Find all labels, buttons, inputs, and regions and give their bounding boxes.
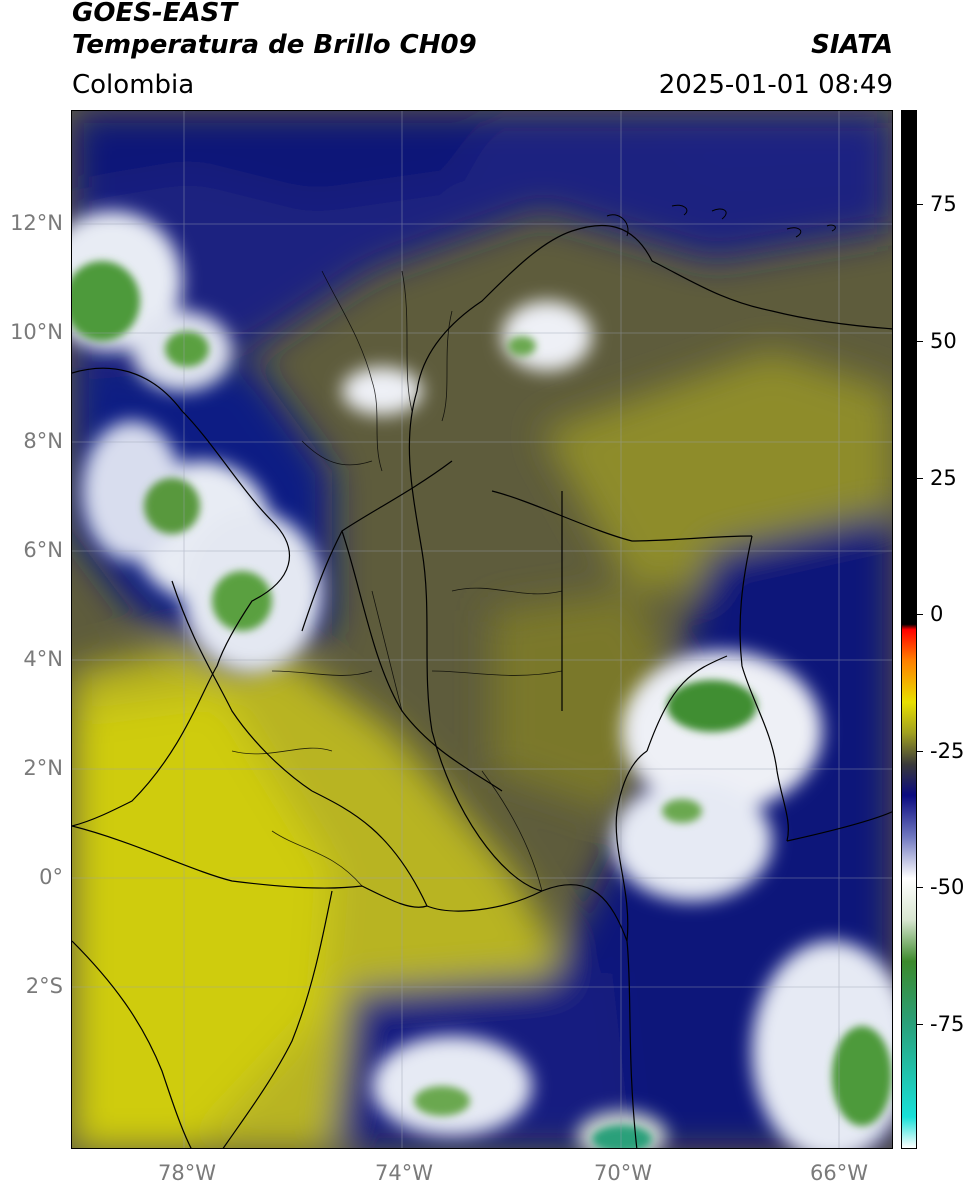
lat-label: 0° [39, 865, 63, 889]
colorbar-label: -50 [930, 875, 965, 899]
country-borders [72, 224, 892, 1148]
graticule [72, 111, 892, 1148]
colorbar-tick [917, 614, 923, 615]
region-label: Colombia [72, 70, 195, 100]
lat-label: 2°N [23, 756, 63, 780]
lon-label: 70°W [594, 1161, 652, 1185]
agency-label: SIATA [811, 30, 893, 60]
datetime-label: 2025-01-01 08:49 [658, 70, 893, 100]
colorbar-tick [917, 478, 923, 479]
lon-label: 74°W [375, 1161, 433, 1185]
colorbar-label: 0 [930, 602, 944, 626]
lat-label: 4°N [23, 647, 63, 671]
lat-label: 2°S [25, 974, 63, 998]
lat-label: 12°N [10, 211, 63, 235]
coldest-cores [72, 261, 892, 1148]
satellite-title: GOES-EAST [72, 0, 238, 28]
temperature-colorbar [901, 110, 917, 1149]
product-title: Temperatura de Brillo CH09 [72, 30, 477, 60]
lon-label: 78°W [158, 1161, 216, 1185]
colorbar-label: 75 [930, 192, 957, 216]
colorbar-label: 25 [930, 466, 957, 490]
colorbar-tick [917, 204, 923, 205]
islands [606, 204, 836, 238]
colorbar-label: -25 [930, 739, 965, 763]
colorbar-tick [917, 887, 923, 888]
map-canvas [72, 111, 892, 1148]
lat-label: 6°N [23, 538, 63, 562]
colorbar-tick [917, 751, 923, 752]
colorbar-tick [917, 341, 923, 342]
satellite-map [71, 110, 893, 1149]
lat-label: 8°N [23, 429, 63, 453]
colorbar-tick [917, 1024, 923, 1025]
colorbar-label: -75 [930, 1012, 965, 1036]
lon-label: 66°W [810, 1161, 868, 1185]
department-borders [231, 270, 563, 892]
colorbar-label: 50 [930, 329, 957, 353]
lat-label: 10°N [10, 320, 63, 344]
